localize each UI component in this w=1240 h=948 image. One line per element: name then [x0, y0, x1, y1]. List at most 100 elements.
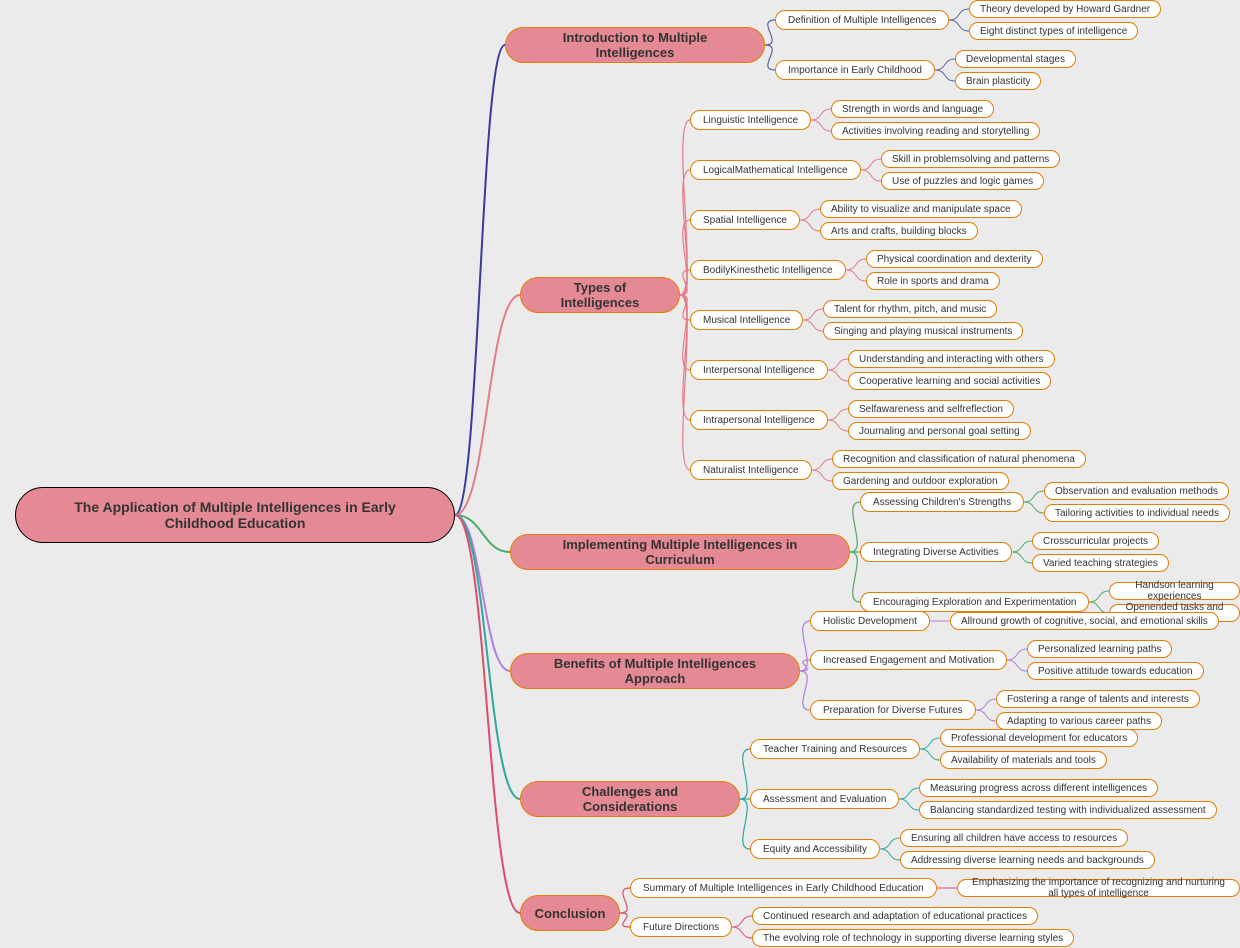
- section-1-sub-4-leaf-0-label: Talent for rhythm, pitch, and music: [834, 304, 986, 315]
- section-4-sub-1-leaf-0-label: Measuring progress across different inte…: [930, 783, 1147, 794]
- section-2-sub-1-leaf-0: Crosscurricular projects: [1032, 532, 1159, 550]
- section-0-sub-1-leaf-0-label: Developmental stages: [966, 54, 1065, 65]
- section-1-label: Types of Intelligences: [545, 280, 655, 310]
- section-1-sub-2-leaf-0-label: Ability to visualize and manipulate spac…: [831, 204, 1011, 215]
- section-1-sub-3: BodilyKinesthetic Intelligence: [690, 260, 846, 280]
- section-5-sub-0-leaf-0-label: Emphasizing the importance of recognizin…: [968, 877, 1229, 899]
- section-2-sub-0-leaf-1: Tailoring activities to individual needs: [1044, 504, 1230, 522]
- section-1-sub-4-leaf-1-label: Singing and playing musical instruments: [834, 326, 1012, 337]
- section-1-sub-4: Musical Intelligence: [690, 310, 803, 330]
- section-5-sub-1-label: Future Directions: [643, 922, 719, 933]
- section-0-sub-1: Importance in Early Childhood: [775, 60, 935, 80]
- section-1-sub-3-leaf-0: Physical coordination and dexterity: [866, 250, 1043, 268]
- section-4-sub-1-leaf-1: Balancing standardized testing with indi…: [919, 801, 1217, 819]
- section-2-sub-0-leaf-0-label: Observation and evaluation methods: [1055, 486, 1218, 497]
- section-1-sub-5: Interpersonal Intelligence: [690, 360, 828, 380]
- section-5-sub-0-leaf-0: Emphasizing the importance of recognizin…: [957, 879, 1240, 897]
- section-1-sub-1-leaf-1: Use of puzzles and logic games: [881, 172, 1044, 190]
- section-1-sub-7-leaf-0-label: Recognition and classification of natura…: [843, 454, 1075, 465]
- section-4-sub-0: Teacher Training and Resources: [750, 739, 920, 759]
- section-1-sub-6-leaf-1-label: Journaling and personal goal setting: [859, 426, 1020, 437]
- section-3-sub-1-label: Increased Engagement and Motivation: [823, 655, 994, 666]
- section-0-sub-0-leaf-1: Eight distinct types of intelligence: [969, 22, 1138, 40]
- section-4-sub-0-leaf-1-label: Availability of materials and tools: [951, 755, 1096, 766]
- section-4-sub-1-leaf-1-label: Balancing standardized testing with indi…: [930, 805, 1206, 816]
- section-5-sub-1-leaf-1: The evolving role of technology in suppo…: [752, 929, 1074, 947]
- section-1-sub-4-label: Musical Intelligence: [703, 315, 790, 326]
- section-4-sub-0-leaf-0: Professional development for educators: [940, 729, 1138, 747]
- section-2-sub-0-label: Assessing Children's Strengths: [873, 497, 1011, 508]
- section-0-sub-0-leaf-0: Theory developed by Howard Gardner: [969, 0, 1161, 18]
- section-1-sub-7-leaf-1-label: Gardening and outdoor exploration: [843, 476, 998, 487]
- section-2-sub-0-leaf-0: Observation and evaluation methods: [1044, 482, 1229, 500]
- section-3-sub-0-label: Holistic Development: [823, 616, 917, 627]
- section-1-sub-1-leaf-1-label: Use of puzzles and logic games: [892, 176, 1033, 187]
- section-1-sub-0-leaf-0-label: Strength in words and language: [842, 104, 983, 115]
- section-1-sub-6-leaf-0: Selfawareness and selfreflection: [848, 400, 1014, 418]
- section-1-sub-1-leaf-0: Skill in problemsolving and patterns: [881, 150, 1060, 168]
- section-1-sub-0-leaf-1: Activities involving reading and storyte…: [831, 122, 1040, 140]
- section-3-sub-0: Holistic Development: [810, 611, 930, 631]
- section-1-sub-2-label: Spatial Intelligence: [703, 215, 787, 226]
- section-5-sub-0: Summary of Multiple Intelligences in Ear…: [630, 878, 937, 898]
- section-1-sub-7-leaf-0: Recognition and classification of natura…: [832, 450, 1086, 468]
- section-4: Challenges and Considerations: [520, 781, 740, 817]
- section-1-sub-1-label: LogicalMathematical Intelligence: [703, 165, 848, 176]
- section-2-sub-2-leaf-0: Handson learning experiences: [1109, 582, 1240, 600]
- section-1-sub-6-leaf-1: Journaling and personal goal setting: [848, 422, 1031, 440]
- section-2: Implementing Multiple Intelligences in C…: [510, 534, 850, 570]
- section-5-sub-0-label: Summary of Multiple Intelligences in Ear…: [643, 883, 924, 894]
- section-4-sub-0-label: Teacher Training and Resources: [763, 744, 907, 755]
- section-1-sub-3-leaf-1: Role in sports and drama: [866, 272, 1000, 290]
- section-0: Introduction to Multiple Intelligences: [505, 27, 765, 63]
- section-5: Conclusion: [520, 895, 620, 931]
- section-3-sub-1-leaf-1-label: Positive attitude towards education: [1038, 666, 1193, 677]
- section-4-sub-2: Equity and Accessibility: [750, 839, 880, 859]
- section-4-sub-2-leaf-1-label: Addressing diverse learning needs and ba…: [911, 855, 1144, 866]
- section-2-sub-2-label: Encouraging Exploration and Experimentat…: [873, 597, 1076, 608]
- section-4-sub-1-label: Assessment and Evaluation: [763, 794, 886, 805]
- section-0-sub-1-leaf-1: Brain plasticity: [955, 72, 1041, 90]
- section-0-sub-1-label: Importance in Early Childhood: [788, 65, 922, 76]
- section-1-sub-0-leaf-1-label: Activities involving reading and storyte…: [842, 126, 1029, 137]
- section-2-sub-2: Encouraging Exploration and Experimentat…: [860, 592, 1089, 612]
- section-2-sub-1: Integrating Diverse Activities: [860, 542, 1012, 562]
- section-3-sub-2-label: Preparation for Diverse Futures: [823, 705, 963, 716]
- section-0-sub-0: Definition of Multiple Intelligences: [775, 10, 949, 30]
- section-2-sub-1-leaf-1: Varied teaching strategies: [1032, 554, 1169, 572]
- section-1-sub-0-label: Linguistic Intelligence: [703, 115, 798, 126]
- section-1-sub-6-label: Intrapersonal Intelligence: [703, 415, 815, 426]
- section-1-sub-4-leaf-1: Singing and playing musical instruments: [823, 322, 1023, 340]
- root-node-label: The Application of Multiple Intelligence…: [42, 499, 428, 531]
- section-2-sub-2-leaf-0-label: Handson learning experiences: [1120, 580, 1229, 602]
- section-3-sub-0-leaf-0-label: Allround growth of cognitive, social, an…: [961, 616, 1208, 627]
- section-1-sub-3-label: BodilyKinesthetic Intelligence: [703, 265, 833, 276]
- section-1-sub-2-leaf-1: Arts and crafts, building blocks: [820, 222, 978, 240]
- section-3-sub-0-leaf-0: Allround growth of cognitive, social, an…: [950, 612, 1219, 630]
- section-5-label: Conclusion: [535, 906, 606, 921]
- section-1-sub-4-leaf-0: Talent for rhythm, pitch, and music: [823, 300, 997, 318]
- section-1-sub-1: LogicalMathematical Intelligence: [690, 160, 861, 180]
- section-4-sub-1: Assessment and Evaluation: [750, 789, 899, 809]
- section-4-sub-2-leaf-1: Addressing diverse learning needs and ba…: [900, 851, 1155, 869]
- section-4-label: Challenges and Considerations: [545, 784, 715, 814]
- section-1-sub-5-leaf-0-label: Understanding and interacting with other…: [859, 354, 1044, 365]
- section-1-sub-5-leaf-1: Cooperative learning and social activiti…: [848, 372, 1051, 390]
- section-1-sub-1-leaf-0-label: Skill in problemsolving and patterns: [892, 154, 1049, 165]
- section-2-sub-1-leaf-0-label: Crosscurricular projects: [1043, 536, 1148, 547]
- section-1-sub-0-leaf-0: Strength in words and language: [831, 100, 994, 118]
- section-2-sub-1-label: Integrating Diverse Activities: [873, 547, 999, 558]
- section-4-sub-2-label: Equity and Accessibility: [763, 844, 867, 855]
- section-3-sub-1-leaf-0-label: Personalized learning paths: [1038, 644, 1161, 655]
- section-3-sub-2-leaf-0: Fostering a range of talents and interes…: [996, 690, 1200, 708]
- section-1: Types of Intelligences: [520, 277, 680, 313]
- section-1-sub-2: Spatial Intelligence: [690, 210, 800, 230]
- section-1-sub-5-label: Interpersonal Intelligence: [703, 365, 815, 376]
- section-1-sub-7-leaf-1: Gardening and outdoor exploration: [832, 472, 1009, 490]
- section-1-sub-6: Intrapersonal Intelligence: [690, 410, 828, 430]
- section-2-sub-0: Assessing Children's Strengths: [860, 492, 1024, 512]
- section-5-sub-1: Future Directions: [630, 917, 732, 937]
- section-4-sub-2-leaf-0-label: Ensuring all children have access to res…: [911, 833, 1117, 844]
- section-1-sub-2-leaf-0: Ability to visualize and manipulate spac…: [820, 200, 1022, 218]
- section-0-sub-0-leaf-0-label: Theory developed by Howard Gardner: [980, 4, 1150, 15]
